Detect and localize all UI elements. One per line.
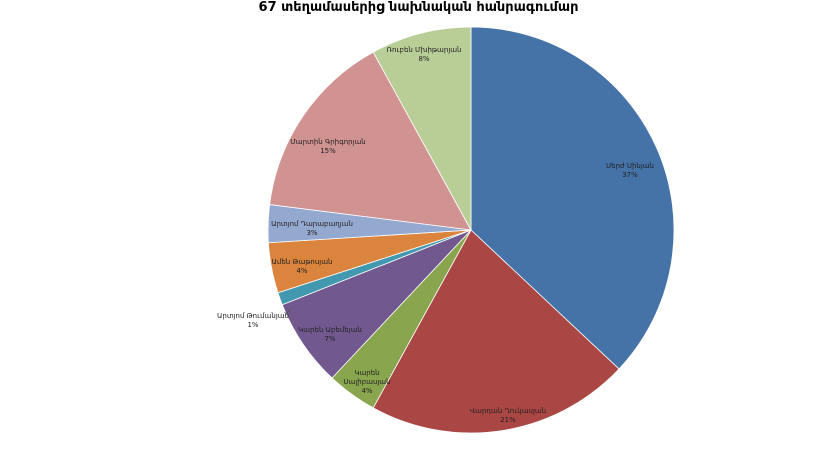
slice-label-5: Արտյոմ Թումանյան 1% bbox=[217, 312, 289, 329]
slice-label-8: Մարտին Գրիգորյան 15% bbox=[290, 138, 366, 155]
slice-label-7: Արտյոմ Դարաբաղյան 3% bbox=[271, 220, 353, 237]
leader-line bbox=[284, 308, 291, 317]
pie-slice-9 bbox=[372, 26, 472, 231]
slice-label-4: Կարեն Աբեմեյան 7% bbox=[298, 326, 362, 343]
slice-label-9: Ռուբեն Մխիթարյան 8% bbox=[387, 46, 462, 63]
slice-label-6: Ամեն Թաթոսյան 4% bbox=[272, 258, 333, 275]
slice-label-3: Կարեն Սալիբասյան 4% bbox=[343, 369, 390, 395]
slice-label-2: Վարդան Ղուկասյան 21% bbox=[470, 407, 546, 424]
pie-slice-1 bbox=[470, 26, 675, 370]
slice-label-1: Սերժ Սինյան 37% bbox=[606, 162, 654, 179]
pie-slice-2 bbox=[372, 229, 620, 434]
pie-slice-8 bbox=[269, 51, 472, 231]
chart-title: 67 տեղամասերից նախնական հանրագումար bbox=[258, 0, 579, 15]
